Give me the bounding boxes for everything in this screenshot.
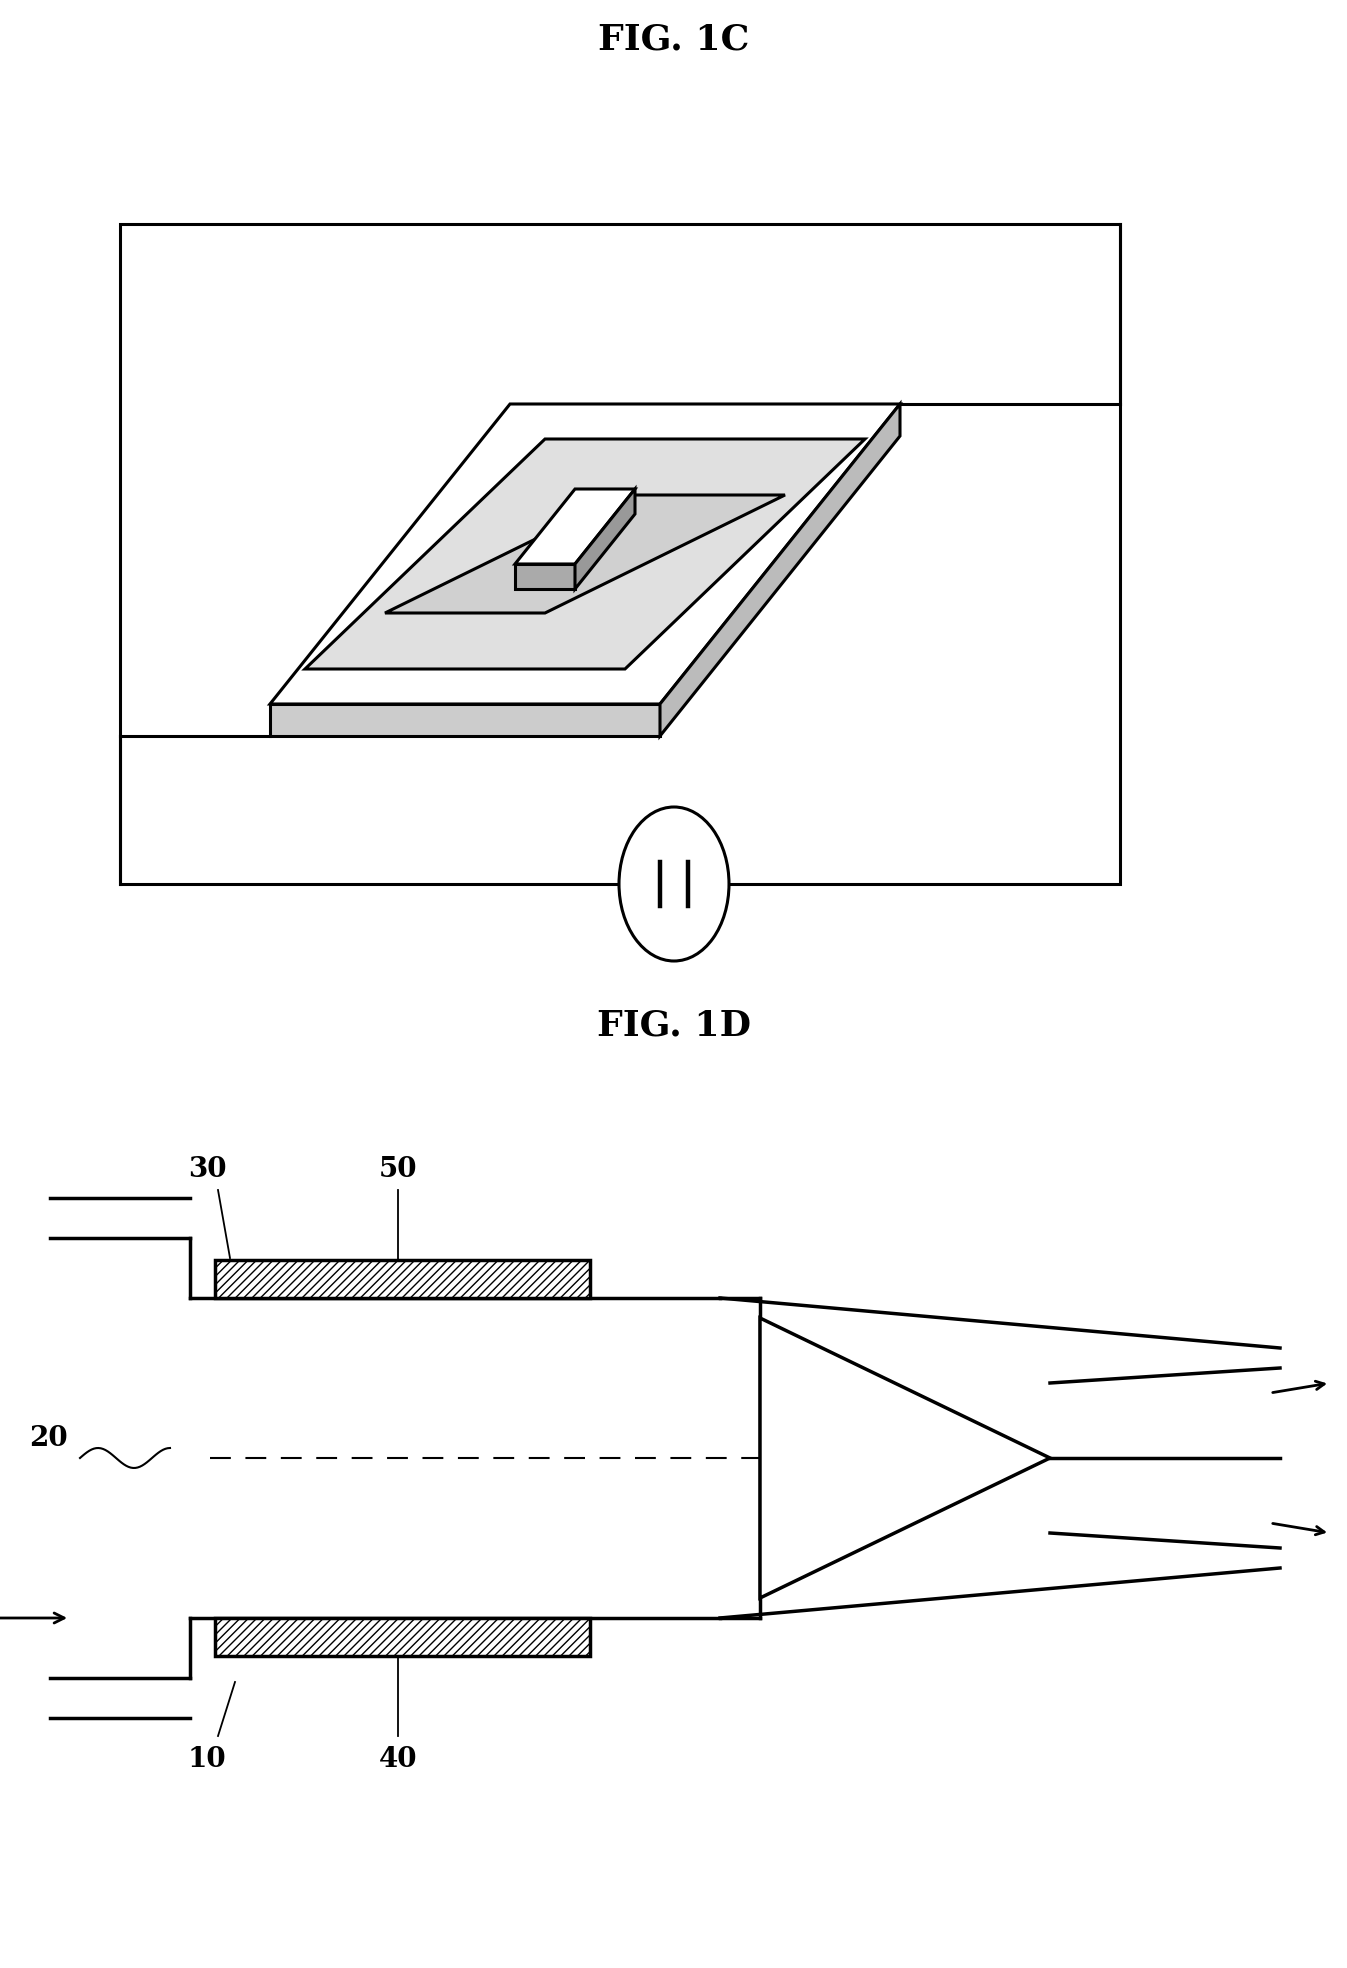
- Text: 20: 20: [30, 1425, 67, 1452]
- Ellipse shape: [620, 807, 729, 960]
- Polygon shape: [515, 565, 575, 588]
- Bar: [120, 224, 1119, 884]
- Text: FIG. 1D: FIG. 1D: [597, 1008, 752, 1041]
- Polygon shape: [760, 1319, 1051, 1598]
- Bar: [216, 1260, 590, 1299]
- Polygon shape: [660, 403, 900, 736]
- Polygon shape: [269, 403, 900, 705]
- Polygon shape: [304, 439, 865, 669]
- Bar: [216, 1618, 590, 1655]
- Polygon shape: [575, 488, 634, 588]
- Text: 30: 30: [187, 1155, 226, 1183]
- Text: 50: 50: [379, 1155, 418, 1183]
- Polygon shape: [385, 496, 785, 612]
- Text: FIG. 1C: FIG. 1C: [598, 22, 750, 55]
- Text: 10: 10: [187, 1746, 226, 1773]
- Text: 40: 40: [379, 1746, 418, 1773]
- Polygon shape: [515, 488, 634, 565]
- Polygon shape: [269, 705, 660, 736]
